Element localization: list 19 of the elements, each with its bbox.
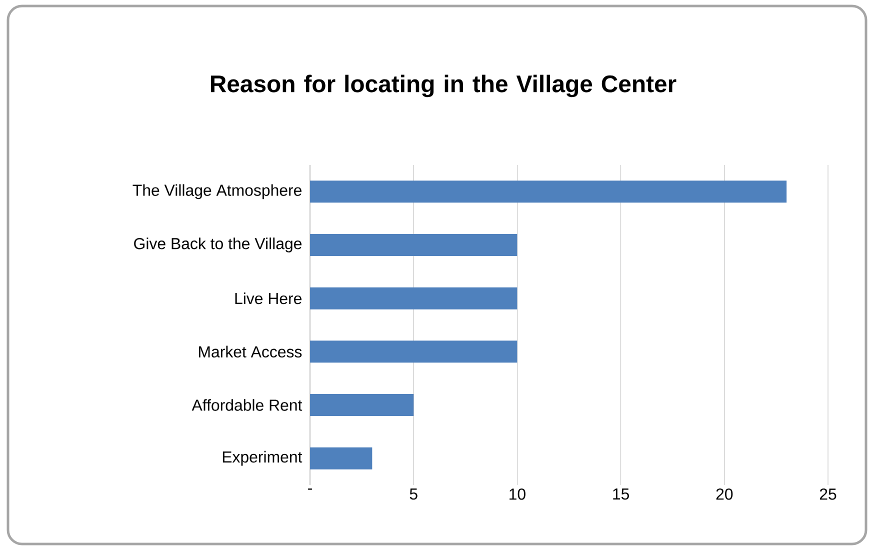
x-tick-label: -	[308, 488, 312, 490]
x-tick-label: 10	[510, 488, 526, 500]
y-tick-label: Market Access	[199, 346, 302, 358]
bar	[310, 287, 518, 310]
y-tick-label: Live Here	[235, 292, 302, 304]
bar	[310, 340, 518, 363]
x-tick-label: 15	[613, 488, 629, 500]
bar	[310, 394, 414, 416]
y-tick-label: Experiment	[222, 450, 302, 466]
bar	[310, 447, 372, 470]
chart-title: Reason for locating in the Village Center	[210, 74, 676, 98]
y-tick-label: Give Back to the Village	[134, 238, 302, 252]
y-tick-label: The Village Atmosphere	[132, 184, 302, 200]
bar	[310, 180, 787, 203]
x-tick-label: 20	[716, 488, 733, 500]
x-tick-label: 25	[820, 488, 836, 500]
bar	[310, 234, 518, 256]
x-tick-label: 5	[410, 488, 418, 500]
y-tick-label: Affordable Rent	[192, 399, 302, 411]
